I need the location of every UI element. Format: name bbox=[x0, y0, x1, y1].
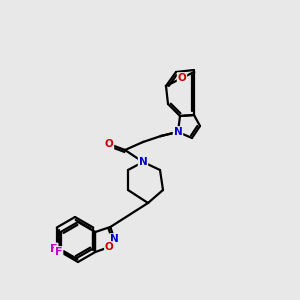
Text: O: O bbox=[105, 139, 113, 149]
Text: N: N bbox=[174, 127, 182, 137]
Text: N: N bbox=[139, 157, 147, 167]
Text: F: F bbox=[50, 244, 58, 254]
Text: O: O bbox=[178, 73, 186, 83]
Text: O: O bbox=[105, 242, 114, 252]
Text: F: F bbox=[55, 247, 62, 257]
Text: N: N bbox=[110, 234, 119, 244]
